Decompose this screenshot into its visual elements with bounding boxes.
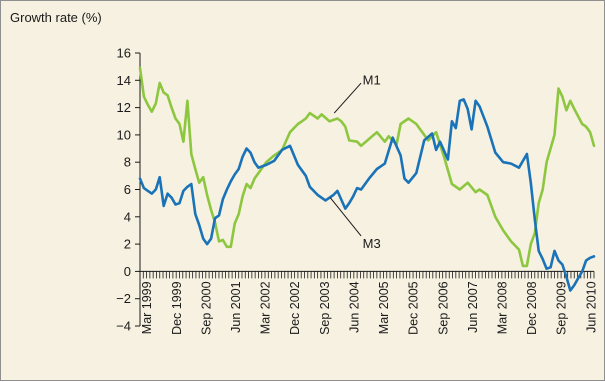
series-layer — [138, 66, 596, 292]
x-tick-label: Sep 2006 — [436, 281, 450, 335]
y-axis-title: Growth rate (%) — [10, 10, 102, 25]
x-tick-label: Dec 2008 — [525, 281, 539, 335]
y-tick-label: 16 — [117, 46, 131, 61]
x-tick-label: Mar 2008 — [496, 281, 510, 334]
x-tick-label: Sep 2003 — [318, 281, 332, 335]
x-tick-label: Jun 2010 — [584, 281, 598, 332]
annotation-layer: M1 M3 — [329, 72, 381, 251]
x-tick-label: Jun 2007 — [466, 281, 480, 332]
x-tick-label: Dec 2005 — [407, 281, 421, 335]
y-tick-label: 14 — [117, 73, 131, 88]
m3-label: M3 — [363, 236, 381, 251]
y-tick-label: 2 — [124, 237, 131, 252]
x-tick-label: Mar 2002 — [259, 281, 273, 334]
y-tick-label: 4 — [124, 209, 131, 224]
y-tick-label: 8 — [124, 155, 131, 170]
y-tick-label: 12 — [117, 100, 131, 115]
y-tick-label: 6 — [124, 182, 131, 197]
x-tick-label: Mar 1999 — [140, 281, 154, 334]
y-tick-label: 10 — [117, 127, 131, 142]
y-tick-label: −4 — [116, 319, 131, 334]
x-tick-label: Jun 2004 — [347, 281, 361, 332]
series-line-m3 — [138, 98, 596, 292]
axes: −4 −2 0 2 4 6 8 10 12 14 16 Mar 1999 Dec 1999 Sep 200… — [116, 46, 598, 335]
x-tick-label: Mar 2005 — [377, 281, 391, 334]
m3-leader-line — [329, 197, 362, 237]
x-tick-label: Dec 2002 — [288, 281, 302, 335]
m1-label: M1 — [363, 72, 381, 87]
x-tick-label: Dec 1999 — [170, 281, 184, 335]
series-line-m1 — [138, 66, 596, 268]
x-tick-label: Jun 2001 — [229, 281, 243, 332]
y-tick-label: −2 — [116, 291, 131, 306]
y-tick-label: 0 — [124, 264, 131, 279]
x-tick-label: Sep 2009 — [555, 281, 569, 335]
m1-leader-line — [333, 82, 362, 114]
x-tick-label: Sep 2000 — [199, 281, 213, 335]
